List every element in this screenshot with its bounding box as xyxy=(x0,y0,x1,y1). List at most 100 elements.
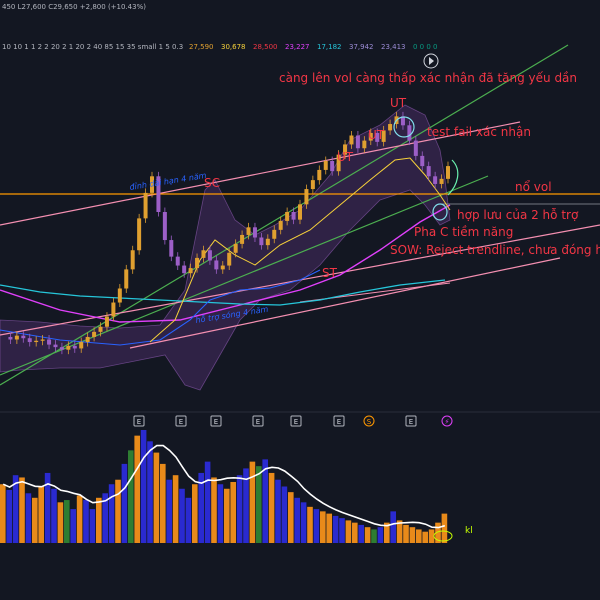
candle xyxy=(433,176,438,184)
event-marker-7[interactable]: E xyxy=(405,415,417,427)
event-marker-8[interactable]: ⚡ xyxy=(441,415,453,427)
kl-note: kl xyxy=(433,526,473,542)
candle xyxy=(400,116,405,126)
volume-bar xyxy=(179,488,185,543)
candle xyxy=(265,238,270,246)
play-icon xyxy=(429,57,434,65)
svg-text:E: E xyxy=(337,418,341,426)
volume-bar xyxy=(166,479,172,543)
candle xyxy=(188,268,193,274)
volume-bar xyxy=(160,463,166,543)
candle xyxy=(272,229,277,239)
volume-bar xyxy=(185,497,192,543)
volume-bar xyxy=(300,502,307,543)
volume-bar xyxy=(211,477,217,543)
volume-bar xyxy=(409,527,416,543)
annotation-ut-low: UT xyxy=(337,150,354,164)
annotation-sc: SC xyxy=(204,176,220,190)
volume-bar xyxy=(108,484,115,543)
volume-bar xyxy=(153,452,160,543)
event-marker-1[interactable]: E xyxy=(175,415,187,427)
candle xyxy=(317,169,322,181)
candle xyxy=(72,345,77,349)
candle xyxy=(420,155,425,167)
volume-bar xyxy=(230,481,236,543)
volume-bar xyxy=(224,488,230,543)
event-marker-5[interactable]: E xyxy=(333,415,345,427)
candle xyxy=(259,237,264,246)
volume-bar xyxy=(217,484,224,543)
volume-bar xyxy=(441,513,448,543)
annotation-dinh-dai-han: đỉnh dài hạn 4 năm xyxy=(129,170,208,192)
indicator-settings: 10 10 1 1 2 2 20 2 1 20 2 40 85 15 35 sm… xyxy=(2,43,183,51)
event-marker-6[interactable]: S xyxy=(363,415,375,427)
event-marker-3[interactable]: E xyxy=(252,415,264,427)
volume-bar xyxy=(70,509,76,543)
forecast-arrow xyxy=(447,159,459,196)
volume-bar xyxy=(320,511,326,543)
candle xyxy=(323,161,328,170)
svg-text:⚡: ⚡ xyxy=(445,418,450,426)
volume-bar xyxy=(358,524,364,543)
candle xyxy=(195,257,200,269)
volume-bar xyxy=(51,488,57,543)
candle xyxy=(92,331,97,337)
candle xyxy=(8,336,13,340)
volume-bar xyxy=(390,511,396,543)
candle xyxy=(220,265,225,270)
candle xyxy=(310,180,315,190)
event-marker-0[interactable]: E xyxy=(133,415,145,427)
annotation-st: ST xyxy=(322,266,338,280)
volume-bar xyxy=(0,484,6,543)
volume-bar xyxy=(204,461,211,543)
volume-bar xyxy=(345,520,352,543)
volume-bar xyxy=(12,475,19,543)
trendline-green-upper xyxy=(0,44,569,386)
volume-bar xyxy=(371,529,377,543)
volume-bar xyxy=(384,522,390,543)
volume-bar xyxy=(313,509,320,543)
volume-bar xyxy=(249,461,256,543)
candle xyxy=(304,189,309,205)
candle xyxy=(291,212,296,220)
volume-bar xyxy=(428,529,435,543)
candle xyxy=(227,252,232,266)
annotation-ut-top: UT xyxy=(390,96,407,110)
volume-bar xyxy=(288,492,294,543)
candle xyxy=(111,302,116,317)
svg-text:E: E xyxy=(214,418,218,426)
candle xyxy=(53,344,58,348)
svg-text:kl: kl xyxy=(465,526,473,536)
annotation-top-note: càng lên vol càng thấp xác nhận đã tăng … xyxy=(279,71,577,85)
candle xyxy=(240,234,245,244)
annotation-sow: SOW: Reject trendline, chưa đóng hết xyxy=(390,243,600,257)
volume-bar xyxy=(57,502,64,543)
event-markers[interactable]: E E E E E E S E ⚡ xyxy=(133,415,453,427)
volume-bar xyxy=(83,500,89,543)
volume-bar xyxy=(268,472,275,543)
event-marker-4[interactable]: E xyxy=(290,415,302,427)
candle xyxy=(343,144,348,155)
volume-bar xyxy=(76,495,83,543)
ma-blue xyxy=(0,269,321,346)
candle xyxy=(98,326,103,332)
candle xyxy=(27,338,32,343)
candle xyxy=(439,178,444,184)
indicator-value-1: 30,678 xyxy=(221,43,246,51)
volume-bar xyxy=(377,527,384,543)
candle xyxy=(362,140,367,149)
candle xyxy=(246,227,251,235)
candle xyxy=(330,161,335,172)
volume-bar xyxy=(198,472,204,543)
annotation-no-vol: nổ vol xyxy=(515,180,552,194)
candle xyxy=(355,135,360,149)
candle xyxy=(214,260,219,270)
volume-histogram xyxy=(0,430,448,543)
candle xyxy=(169,240,174,257)
replay-button[interactable] xyxy=(423,53,439,69)
candle xyxy=(124,269,129,289)
volume-bar xyxy=(32,497,38,543)
candle xyxy=(182,265,187,274)
event-marker-2[interactable]: E xyxy=(210,415,222,427)
